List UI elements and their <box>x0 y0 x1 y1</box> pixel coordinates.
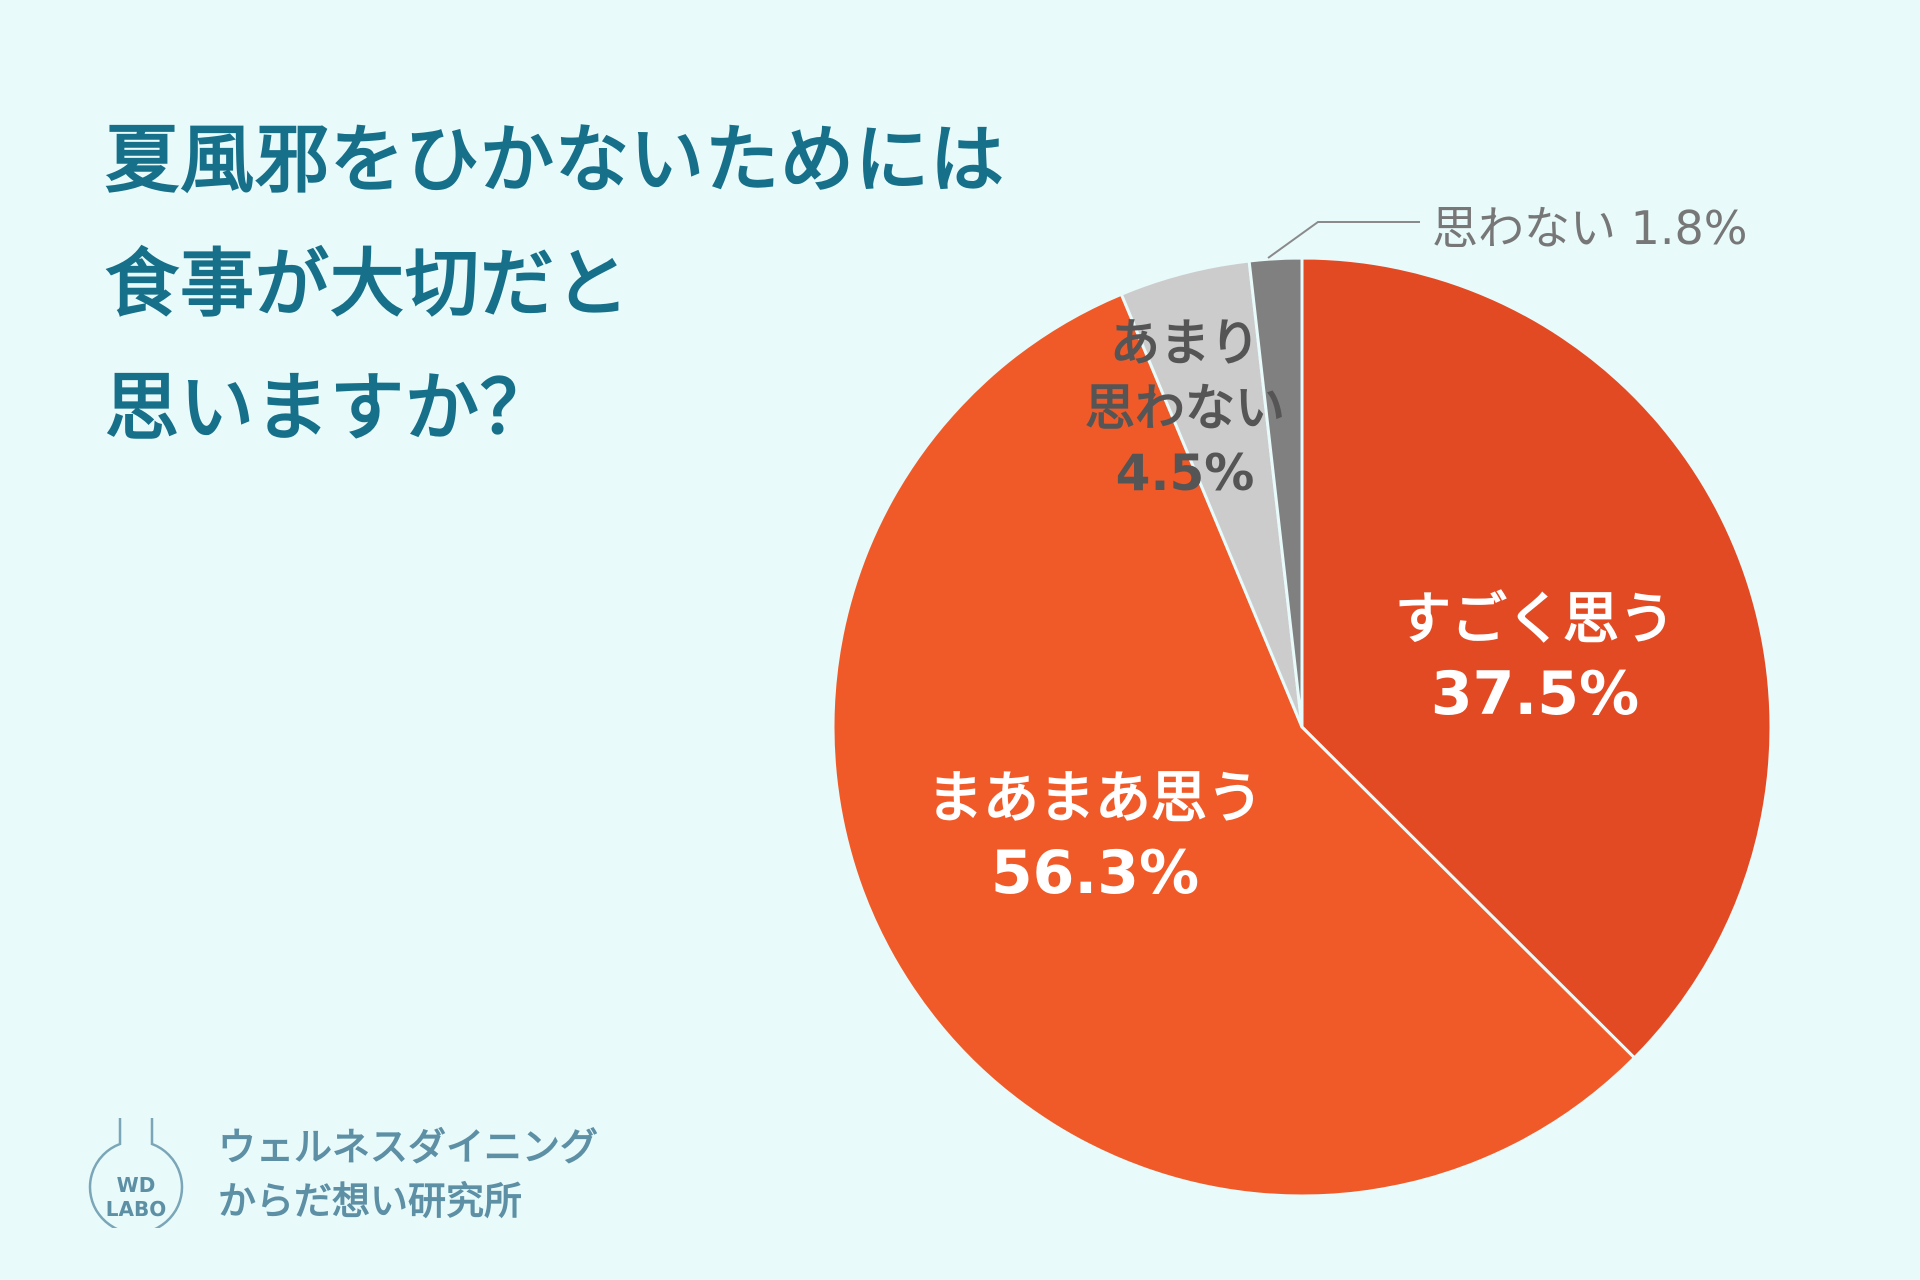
pie-slice-omowanai <box>1247 256 1304 729</box>
slice-label-omowanai: 思わない 1.8% <box>1432 201 1748 255</box>
brand-logo: WD LABO ウェルネスダイニング からだ想い研究所 <box>78 1088 638 1238</box>
pie-slice-maamaa <box>831 292 1636 1198</box>
chart-title: 夏風邪をひかないためには 食事が大切だと 思いますか？ <box>105 98 1005 470</box>
slice-label-sugoku: すごく思う 37.5% <box>1395 587 1675 729</box>
slice-label-maamaa: まあまあ思う 56.3% <box>927 766 1263 908</box>
slice-label-amari-value: 4.5% <box>1116 444 1255 502</box>
badge-text-labo: LABO <box>105 1197 167 1221</box>
organization-name-line-1: ウェルネスダイニング <box>218 1125 599 1169</box>
slice-label-sugoku-name: すごく思う <box>1395 587 1675 652</box>
slice-label-amari-name-2: 思わない <box>1085 379 1285 437</box>
pie-slice-sugoku <box>1300 256 1773 1060</box>
slice-label-sugoku-value: 37.5% <box>1431 659 1639 729</box>
callout-leader-line <box>1267 221 1420 259</box>
organization-name: ウェルネスダイニング からだ想い研究所 <box>218 1120 598 1228</box>
organization-name-line-2: からだ想い研究所 <box>218 1179 523 1223</box>
slice-label-amari: あまり 思わない 4.5% <box>1085 314 1285 502</box>
wd-labo-badge: WD LABO <box>86 1118 186 1228</box>
title-line-1: 夏風邪をひかないためには <box>105 117 1005 203</box>
title-line-2: 食事が大切だと <box>105 241 630 327</box>
slice-label-amari-name-1: あまり <box>1110 314 1260 372</box>
slice-label-maamaa-value: 56.3% <box>991 838 1199 908</box>
badge-text-wd: WD <box>116 1173 156 1197</box>
flask-icon <box>88 1118 184 1228</box>
pie-slices <box>831 256 1773 1198</box>
title-line-3: 思いますか？ <box>105 365 555 451</box>
slice-label-maamaa-name: まあまあ思う <box>927 766 1263 831</box>
